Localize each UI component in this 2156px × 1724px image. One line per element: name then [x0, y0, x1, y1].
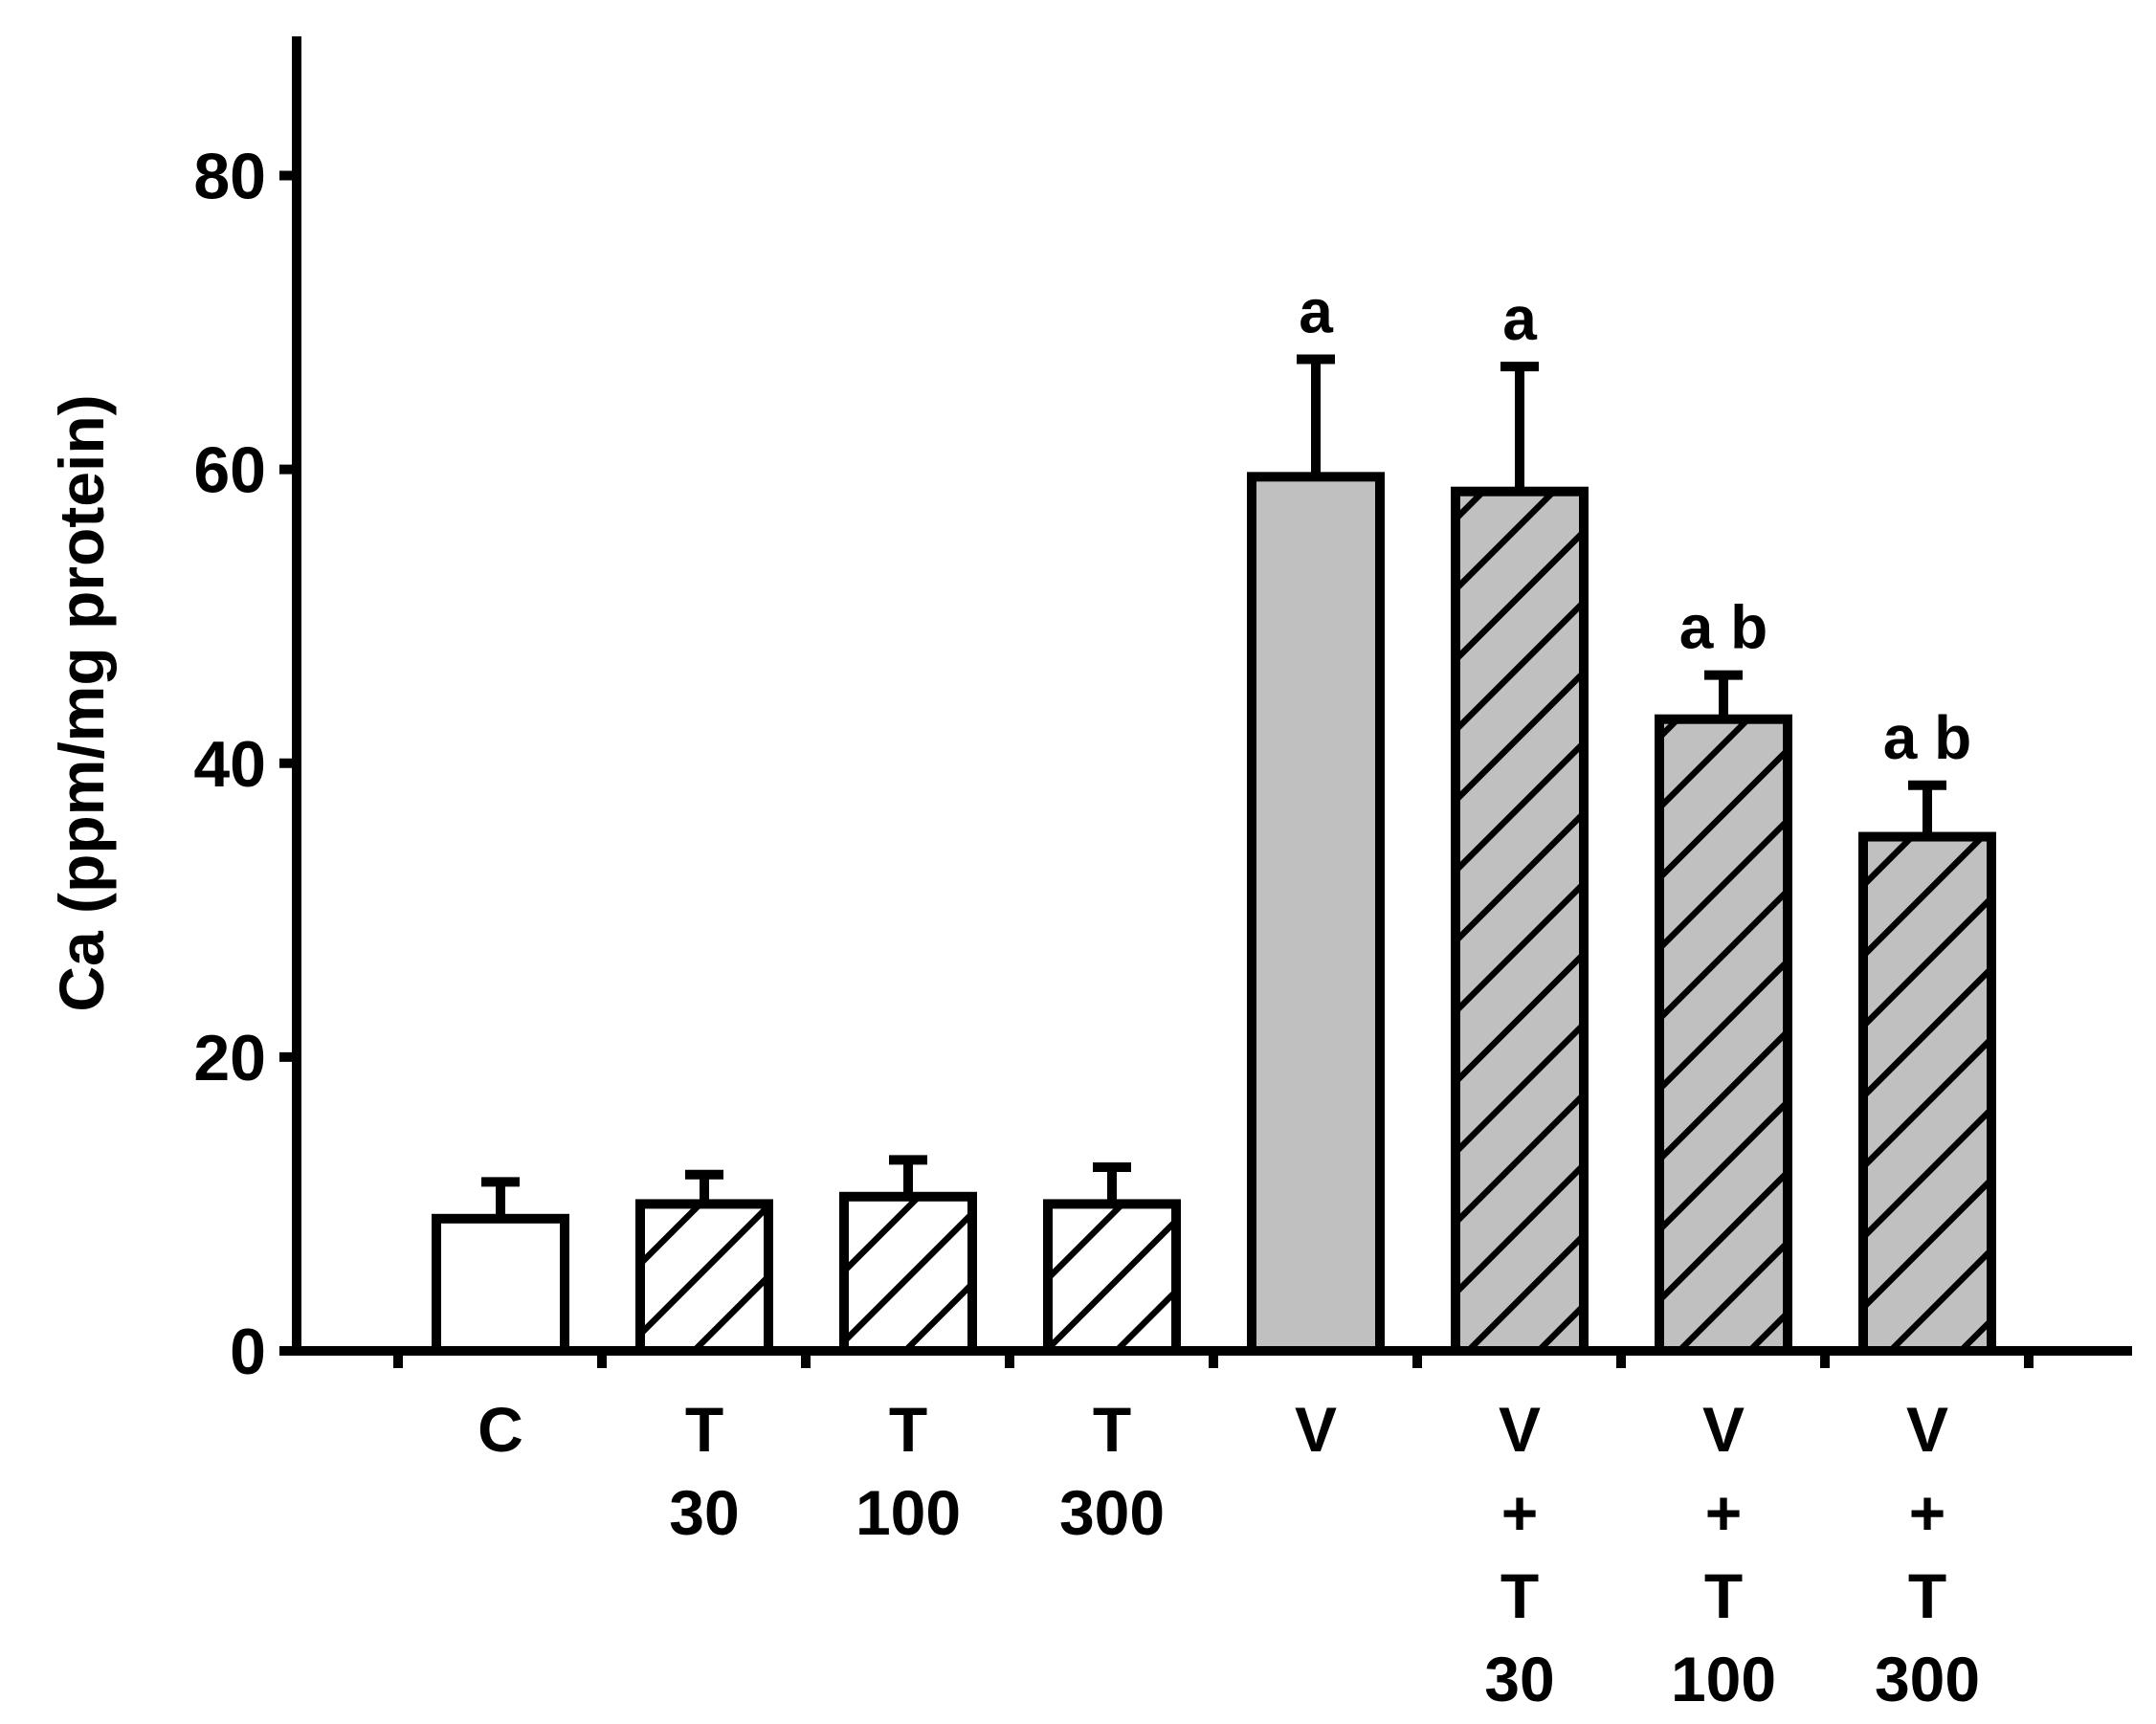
bar: [1247, 472, 1385, 1357]
bar: [839, 1191, 977, 1357]
category-label: T: [685, 1394, 723, 1465]
category-label: T: [1908, 1560, 1946, 1631]
bar: [1858, 831, 1996, 1356]
significance-annotations: a a a b a b: [1299, 277, 1971, 772]
significance-label: a b: [1883, 703, 1971, 772]
category-label: 300: [1059, 1477, 1165, 1548]
category-label: 30: [1484, 1644, 1554, 1714]
category-label: +: [1705, 1477, 1743, 1548]
bar: [635, 1199, 773, 1357]
bar: [1451, 486, 1589, 1356]
category-label: V: [1499, 1394, 1541, 1465]
category-label: 100: [1671, 1644, 1776, 1714]
significance-label: a: [1502, 284, 1537, 353]
y-tick-label: 40: [193, 728, 266, 801]
y-tick-label: 0: [230, 1315, 266, 1388]
category-label: V: [1295, 1394, 1337, 1465]
bar: [1655, 714, 1792, 1356]
category-label: +: [1501, 1477, 1539, 1548]
significance-label: a: [1299, 277, 1333, 346]
category-label: V: [1906, 1394, 1948, 1465]
category-label: 30: [669, 1477, 739, 1548]
bar: [1043, 1199, 1181, 1357]
category-label: T: [1093, 1394, 1131, 1465]
category-label: 300: [1875, 1644, 1980, 1714]
x-axis-ticks: [393, 1351, 2034, 1368]
bars: [432, 472, 1996, 1357]
category-label: 100: [856, 1477, 961, 1548]
category-label: +: [1909, 1477, 1946, 1548]
category-labels: C T 30 T 100 T 300 V V + T 30 V + T 100 V + T 300: [478, 1394, 1980, 1714]
category-label: V: [1702, 1394, 1745, 1465]
y-axis-title: Ca (ppm/mg protein): [46, 394, 117, 1011]
category-label: T: [1500, 1560, 1539, 1631]
y-tick-label: 20: [193, 1022, 266, 1094]
error-bars: [481, 354, 1946, 1219]
category-label: T: [889, 1394, 927, 1465]
category-label: T: [1704, 1560, 1743, 1631]
category-label: C: [478, 1394, 523, 1465]
y-tick-label: 80: [193, 141, 266, 213]
significance-label: a b: [1679, 593, 1767, 662]
y-tick-label: 60: [193, 434, 266, 507]
bar: [432, 1213, 569, 1357]
y-axis-ticks: 0 20 40 60 80: [193, 141, 297, 1388]
